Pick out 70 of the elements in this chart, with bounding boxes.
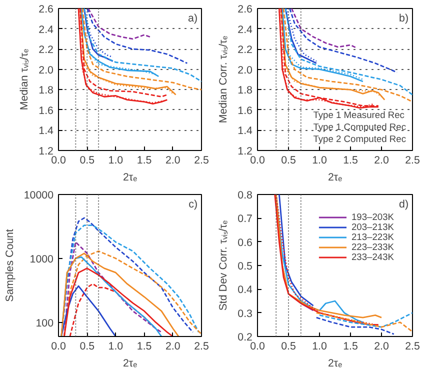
x-tick-label: 2.5 (405, 154, 420, 166)
legend-label: 203–213K (351, 222, 394, 232)
x-axis-title: 2τₑ (122, 172, 138, 184)
y-tick-label: 2.6 (238, 4, 253, 16)
y-tick-label: 2.0 (238, 64, 253, 76)
y-tick-label: 100 (36, 317, 54, 330)
y-tick-label: 0.2 (238, 332, 253, 344)
y-tick-label: 10000 (24, 190, 54, 202)
x-axis-title: 2τₑ (328, 172, 342, 184)
y-tick-label: 2.4 (38, 24, 54, 36)
y-axis-title: Median τᵥᵢₛ/τₑ (18, 48, 31, 110)
x-tick-label: 0.5 (281, 154, 296, 166)
chart-title: d) (399, 198, 409, 210)
legend-label: 223–233K (351, 242, 394, 252)
y-tick-label: 0.8 (238, 190, 253, 202)
x-tick-label: 2.5 (194, 340, 209, 352)
y-axis-title: Median Corr. τᵥᵢₛ/τₑ (218, 36, 230, 124)
y-tick-label: 2.4 (238, 24, 253, 36)
x-tick-label: 1.0 (312, 340, 327, 352)
y-tick-label: 1.8 (238, 84, 253, 97)
y-tick-label: 1.4 (38, 125, 54, 138)
y-tick-label: 2.0 (38, 64, 54, 76)
x-tick-label: 2.0 (374, 154, 389, 166)
y-axis-title: Samples Count (4, 229, 16, 302)
x-tick-label: 2.5 (194, 154, 209, 166)
x-tick-label: 1.5 (343, 154, 358, 166)
x-tick-label: 2.5 (405, 340, 420, 352)
x-tick-label: 2.0 (165, 340, 180, 352)
annotation: Type 1 Measured Rec (313, 110, 404, 120)
y-tick-label: 0.7 (238, 213, 253, 226)
x-tick-label: 0.0 (250, 340, 265, 352)
y-tick-label: 2.2 (38, 44, 54, 56)
x-tick-label: 2.0 (165, 154, 180, 166)
y-tick-label: 1.8 (38, 84, 54, 97)
x-tick-label: 0.0 (250, 154, 265, 166)
y-tick-label: 2.2 (238, 44, 253, 56)
x-tick-label: 1.0 (312, 154, 327, 166)
y-tick-label: 0.3 (238, 308, 253, 320)
y-tick-label: 1.2 (238, 146, 253, 158)
x-tick-label: 0.5 (80, 154, 95, 166)
y-tick-label: 1000 (30, 253, 54, 266)
x-tick-label: 1.5 (343, 340, 358, 352)
y-tick-label: 0.4 (238, 284, 253, 296)
x-tick-label: 1.0 (108, 154, 124, 166)
x-tick-label: 0.0 (51, 154, 66, 166)
x-axis-title: 2τₑ (122, 358, 138, 370)
chart-title: a) (188, 12, 198, 24)
x-tick-label: 1.5 (136, 154, 152, 166)
x-tick-label: 0.5 (281, 340, 296, 352)
x-tick-label: 2.0 (374, 340, 389, 352)
chart-title: b) (399, 12, 409, 24)
x-tick-label: 0.0 (51, 340, 66, 352)
y-tick-label: 1.4 (238, 125, 253, 138)
x-tick-label: 0.5 (80, 340, 95, 352)
y-tick-label: 0.5 (238, 260, 253, 272)
legend-label: 193–203K (351, 212, 394, 222)
y-tick-label: 2.6 (38, 4, 54, 16)
annotation: Type 2 Computed Rec (313, 134, 406, 144)
x-tick-label: 1.5 (136, 340, 152, 352)
y-tick-label: 1.2 (38, 146, 54, 158)
chart-title: c) (188, 198, 198, 210)
x-axis-title: 2τₑ (328, 358, 342, 370)
y-tick-label: 1.6 (38, 104, 54, 117)
y-axis-title: Std Dev Corr. τᵥᵢₛ/τₑ (218, 220, 230, 311)
y-tick-label: 1.6 (238, 104, 253, 117)
legend-label: 233–243K (351, 252, 394, 262)
annotation: Type 1 Computed Rec (313, 122, 406, 132)
legend-label: 213–223K (351, 232, 394, 242)
x-tick-label: 1.0 (108, 340, 124, 352)
y-tick-label: 0.6 (238, 236, 253, 249)
